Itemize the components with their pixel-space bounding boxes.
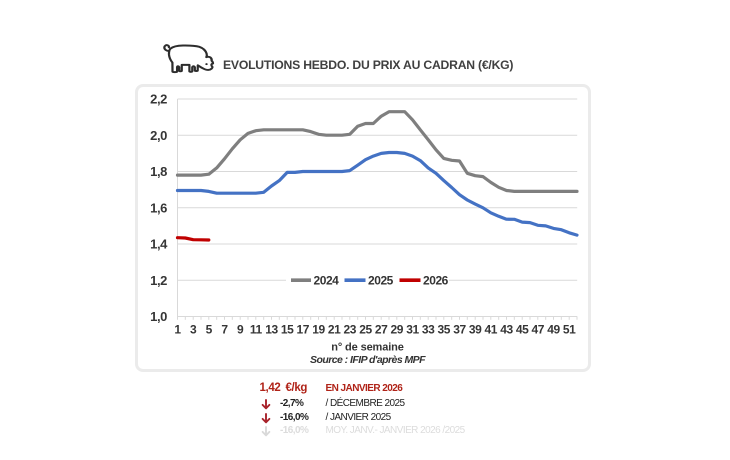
- svg-text:2,0: 2,0: [150, 128, 167, 143]
- svg-text:2024: 2024: [314, 274, 340, 288]
- svg-text:15: 15: [281, 323, 294, 337]
- svg-text:25: 25: [359, 323, 372, 337]
- svg-text:5: 5: [206, 323, 213, 337]
- svg-text:45: 45: [516, 323, 529, 337]
- svg-text:9: 9: [237, 323, 244, 337]
- svg-text:7: 7: [221, 323, 228, 337]
- svg-text:37: 37: [453, 323, 466, 337]
- svg-text:21: 21: [328, 323, 341, 337]
- svg-text:27: 27: [375, 323, 388, 337]
- svg-text:51: 51: [563, 323, 576, 337]
- svg-text:33: 33: [422, 323, 435, 337]
- svg-text:13: 13: [265, 323, 278, 337]
- svg-text:2025: 2025: [368, 274, 394, 288]
- svg-text:17: 17: [297, 323, 310, 337]
- svg-text:1,6: 1,6: [150, 200, 167, 215]
- svg-text:11: 11: [250, 323, 263, 337]
- svg-text:1,2: 1,2: [150, 273, 167, 288]
- svg-text:31: 31: [406, 323, 419, 337]
- svg-text:19: 19: [312, 323, 325, 337]
- svg-text:3: 3: [190, 323, 197, 337]
- svg-text:23: 23: [344, 323, 357, 337]
- svg-text:47: 47: [532, 323, 545, 337]
- svg-text:2026: 2026: [423, 274, 449, 288]
- svg-text:43: 43: [500, 323, 513, 337]
- svg-text:29: 29: [391, 323, 404, 337]
- svg-text:35: 35: [438, 323, 451, 337]
- svg-text:Source : IFIP d'après MPF: Source : IFIP d'après MPF: [310, 354, 426, 366]
- svg-text:49: 49: [547, 323, 560, 337]
- svg-text:39: 39: [469, 323, 482, 337]
- svg-text:2,2: 2,2: [150, 92, 167, 107]
- svg-text:1,0: 1,0: [150, 309, 167, 324]
- svg-text:41: 41: [485, 323, 498, 337]
- svg-text:n° de semaine: n° de semaine: [331, 342, 404, 354]
- svg-text:1,8: 1,8: [150, 164, 167, 179]
- svg-text:1: 1: [174, 323, 181, 337]
- svg-text:1,4: 1,4: [150, 237, 168, 252]
